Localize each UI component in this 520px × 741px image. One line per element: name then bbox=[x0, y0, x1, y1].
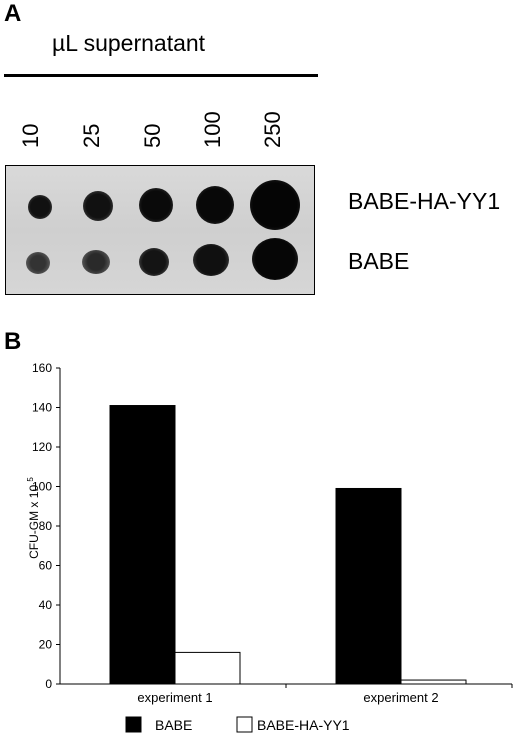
concentration-label: 100 bbox=[200, 111, 225, 148]
x-tick-label: experiment 1 bbox=[137, 690, 212, 705]
legend-label-babe-ha-yy1: BABE-HA-YY1 bbox=[257, 717, 350, 733]
legend: BABE BABE-HA-YY1 bbox=[125, 716, 350, 733]
y-axis: 0 20 40 60 80 100 120 140 160 bbox=[32, 361, 512, 691]
row-label-babe-ha-yy1: BABE-HA-YY1 bbox=[348, 188, 501, 214]
y-tick-label: 80 bbox=[39, 519, 53, 533]
y-tick-label: 40 bbox=[39, 598, 53, 612]
x-tick-label: experiment 2 bbox=[363, 690, 438, 705]
y-tick-label: 60 bbox=[39, 559, 53, 573]
y-tick-label: 0 bbox=[45, 677, 52, 691]
y-tick-label: 100 bbox=[32, 480, 52, 494]
blot-dot bbox=[83, 191, 113, 221]
row-label-babe: BABE bbox=[348, 248, 410, 274]
blot-dot bbox=[196, 186, 234, 224]
panel-b-letter: B bbox=[4, 328, 22, 355]
blot-dot bbox=[250, 180, 300, 230]
concentration-label: 25 bbox=[79, 123, 104, 148]
supernatant-title: µL supernatant bbox=[52, 30, 206, 56]
y-axis-label: CFU-GM x 10 5 bbox=[26, 477, 41, 559]
dot-blot bbox=[5, 165, 315, 295]
bar-babe-ha-yy1-1 bbox=[174, 651, 241, 685]
blot-dot bbox=[28, 195, 52, 219]
blot-dot bbox=[82, 250, 110, 274]
legend-swatch-babe-ha-yy1 bbox=[236, 716, 253, 733]
blot-dot bbox=[139, 248, 169, 276]
bars bbox=[109, 405, 467, 685]
legend-label-babe: BABE bbox=[155, 717, 192, 733]
bar-babe-ha-yy1-2 bbox=[400, 679, 467, 685]
y-tick-label: 120 bbox=[32, 440, 52, 454]
blot-dot bbox=[252, 238, 298, 280]
bar-babe-1 bbox=[109, 405, 176, 685]
title-rule bbox=[4, 74, 318, 77]
panel-a-letter: A bbox=[4, 0, 22, 27]
x-axis-labels: experiment 1 experiment 2 bbox=[137, 684, 513, 705]
blot-dot bbox=[139, 188, 173, 222]
bar-babe-2 bbox=[335, 487, 402, 685]
concentration-label: 10 bbox=[18, 123, 43, 148]
blot-dot bbox=[26, 252, 50, 274]
y-tick-label: 160 bbox=[32, 361, 52, 375]
y-tick-label: 140 bbox=[32, 401, 52, 415]
legend-swatch-babe bbox=[125, 716, 142, 733]
y-tick-label: 20 bbox=[39, 638, 53, 652]
blot-dot bbox=[193, 244, 229, 276]
concentration-label: 250 bbox=[260, 111, 285, 148]
concentration-label: 50 bbox=[140, 123, 165, 148]
